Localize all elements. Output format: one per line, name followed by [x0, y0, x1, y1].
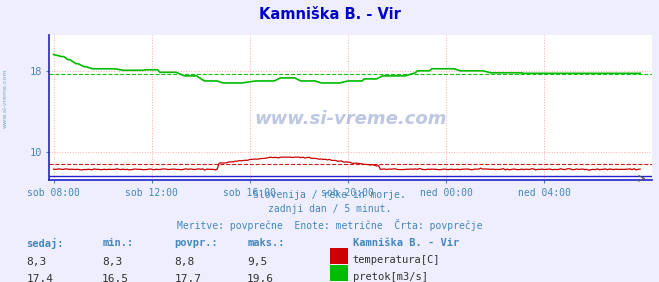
Text: www.si-vreme.com: www.si-vreme.com: [3, 69, 8, 128]
Text: 8,3: 8,3: [26, 257, 47, 266]
Text: temperatura[C]: temperatura[C]: [353, 255, 440, 265]
Text: Kamniška B. - Vir: Kamniška B. - Vir: [258, 7, 401, 22]
Text: 17,4: 17,4: [26, 274, 53, 282]
Text: povpr.:: povpr.:: [175, 238, 218, 248]
Text: 16,5: 16,5: [102, 274, 129, 282]
Text: sedaj:: sedaj:: [26, 238, 64, 249]
Text: 17,7: 17,7: [175, 274, 202, 282]
Text: pretok[m3/s]: pretok[m3/s]: [353, 272, 428, 282]
Text: min.:: min.:: [102, 238, 133, 248]
Text: Kamniška B. - Vir: Kamniška B. - Vir: [353, 238, 459, 248]
Text: 19,6: 19,6: [247, 274, 274, 282]
Text: 9,5: 9,5: [247, 257, 268, 266]
Text: 8,3: 8,3: [102, 257, 123, 266]
Text: zadnji dan / 5 minut.: zadnji dan / 5 minut.: [268, 204, 391, 214]
Text: 8,8: 8,8: [175, 257, 195, 266]
Text: Meritve: povprečne  Enote: metrične  Črta: povprečje: Meritve: povprečne Enote: metrične Črta:…: [177, 219, 482, 231]
Text: maks.:: maks.:: [247, 238, 285, 248]
Text: www.si-vreme.com: www.si-vreme.com: [254, 111, 447, 129]
Text: Slovenija / reke in morje.: Slovenija / reke in morje.: [253, 190, 406, 200]
